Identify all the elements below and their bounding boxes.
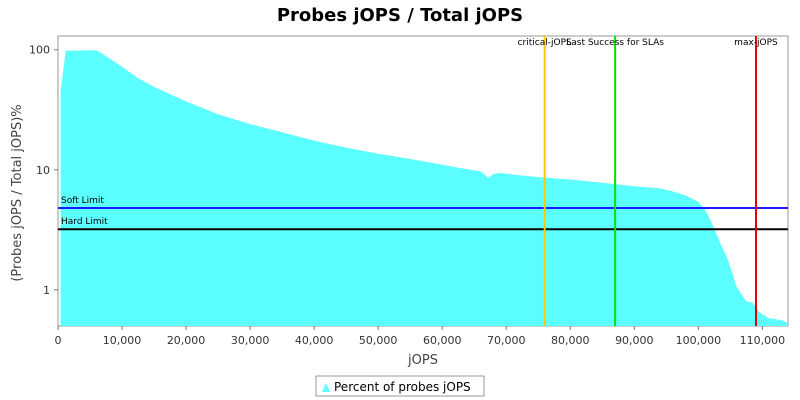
y-tick-label-0: 1	[43, 284, 50, 297]
marker-line-label-2: critical-jOPS	[518, 38, 572, 48]
x-axis-label: jOPS	[407, 353, 438, 368]
x-tick-label-0: 0	[55, 334, 62, 347]
x-tick-label-1: 10,000	[103, 334, 142, 347]
legend-swatch	[322, 383, 330, 392]
x-tick-label-4: 40,000	[295, 334, 334, 347]
chart-title: Probes jOPS / Total jOPS	[277, 5, 523, 26]
marker-line-label-4: max-jOPS	[734, 38, 778, 48]
y-tick-label-1: 10	[36, 164, 50, 177]
x-tick-label-9: 90,000	[615, 334, 654, 347]
x-tick-label-2: 20,000	[167, 334, 206, 347]
x-tick-label-10: 100,000	[676, 334, 722, 347]
y-axis-label: (Probes jOPS / Total jOPS)%	[10, 104, 25, 281]
series-area-0	[60, 50, 789, 326]
limit-line-label-0: Soft Limit	[61, 196, 104, 206]
x-tick-label-8: 80,000	[551, 334, 590, 347]
axes: 0 10,000 20,000 30,000 40,000 50,000 60,000 70,…	[29, 44, 785, 347]
x-tick-label-6: 60,000	[423, 334, 462, 347]
y-tick-label-2: 100	[29, 44, 50, 57]
marker-line-label-3: Last Success for SLAs	[566, 38, 664, 48]
x-tick-label-7: 70,000	[487, 334, 526, 347]
legend: Percent of probes jOPS	[315, 375, 485, 397]
x-tick-label-11: 110,000	[740, 334, 786, 347]
x-tick-label-5: 50,000	[359, 334, 398, 347]
legend-box	[315, 375, 485, 397]
legend-label: Percent of probes jOPS	[334, 380, 471, 394]
horizontal-limit-lines: Soft Limit Hard Limit	[58, 196, 788, 231]
area-layer	[60, 50, 789, 326]
x-tick-label-3: 30,000	[231, 334, 270, 347]
limit-line-label-1: Hard Limit	[61, 217, 108, 227]
